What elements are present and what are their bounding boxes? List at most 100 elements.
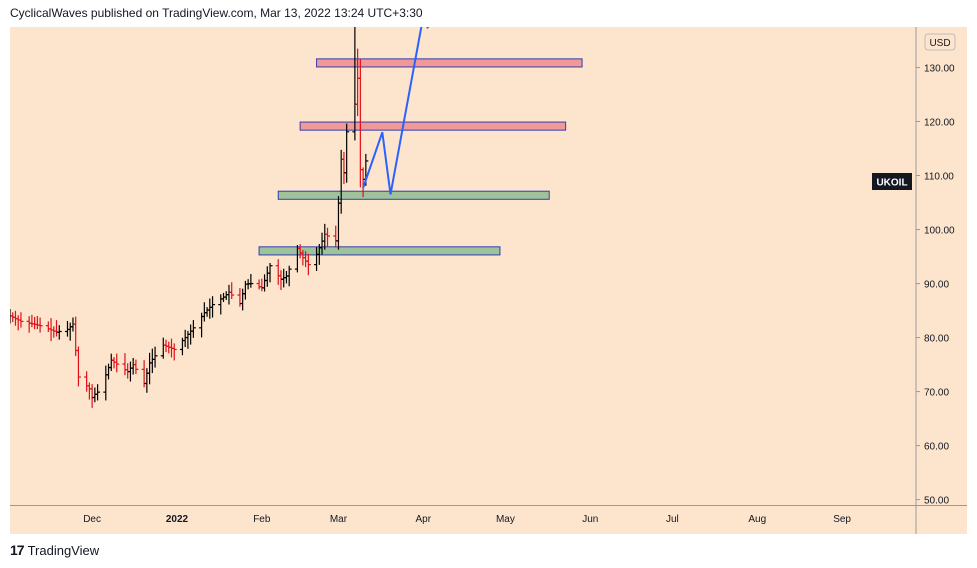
price-bar <box>125 363 131 379</box>
price-bar <box>262 274 268 292</box>
price-bar <box>185 330 191 349</box>
price-bar <box>26 316 32 333</box>
time-tick-label: May <box>496 514 515 525</box>
price-tick-label: 50.00 <box>924 496 949 507</box>
price-bar <box>341 151 347 185</box>
price-bar <box>267 262 273 283</box>
price-bar <box>204 307 210 317</box>
price-bar <box>190 320 196 338</box>
price-bar <box>333 225 339 248</box>
price-bar <box>226 284 232 305</box>
price-bar <box>75 346 81 387</box>
price-bar <box>86 382 92 400</box>
price-bar <box>160 337 166 359</box>
time-axis[interactable]: Dec 2022 Feb Mar Apr May Jun Jul Aug Sep <box>83 514 851 525</box>
time-tick-label: Apr <box>416 514 432 525</box>
time-tick-label: Dec <box>83 514 101 525</box>
price-bar <box>248 274 254 288</box>
time-tick-label: Aug <box>748 514 766 525</box>
time-tick-label: Sep <box>833 514 851 525</box>
price-bar <box>133 359 139 375</box>
chart-panel[interactable] <box>10 27 967 534</box>
price-tick-label: 120.00 <box>924 118 955 129</box>
time-tick-label: Jul <box>666 514 679 525</box>
support-zone <box>277 190 550 200</box>
price-bar <box>15 315 21 331</box>
support-zone <box>258 246 501 256</box>
time-tick-label: 2022 <box>166 514 189 525</box>
price-bar <box>84 371 90 392</box>
price-bar <box>111 357 117 369</box>
price-bar <box>51 326 57 338</box>
symbol-label: UKOIL <box>876 178 907 189</box>
price-bar <box>106 363 112 380</box>
price-bar <box>229 282 235 299</box>
time-tick-label: Mar <box>330 514 348 525</box>
price-bar <box>56 325 62 340</box>
chart-svg[interactable]: 50.00 60.00 70.00 80.00 90.00 100.00 110.00 120… <box>10 27 967 534</box>
price-tick-label: 90.00 <box>924 280 949 291</box>
price-bar <box>147 352 153 385</box>
tradingview-logo-icon[interactable]: 17 <box>10 542 25 558</box>
price-bar <box>322 223 328 250</box>
price-axis[interactable]: 50.00 60.00 70.00 80.00 90.00 100.00 110.00 120… <box>916 64 955 507</box>
footer: 17 TradingView <box>10 542 99 558</box>
price-bar <box>305 253 311 276</box>
currency-badge[interactable]: USD <box>924 33 956 51</box>
projection-path <box>362 27 423 195</box>
price-bar <box>240 288 246 311</box>
price-bar <box>256 279 262 290</box>
price-tick-label: 100.00 <box>924 226 955 237</box>
price-tick-label: 70.00 <box>924 388 949 399</box>
price-bar <box>283 270 289 284</box>
price-tick-label: 60.00 <box>924 442 949 453</box>
price-bar <box>18 312 24 328</box>
price-tick-label: 130.00 <box>924 64 955 75</box>
resistance-zone <box>299 121 567 131</box>
price-bar <box>264 266 270 287</box>
price-bar <box>127 361 133 382</box>
price-bar <box>286 265 292 287</box>
price-bar <box>335 196 341 250</box>
price-bar <box>275 259 281 285</box>
time-tick-label: Feb <box>253 514 271 525</box>
currency-label: USD <box>929 38 950 49</box>
symbol-badge: UKOIL <box>872 173 912 190</box>
zone-layer <box>258 58 583 256</box>
price-bar <box>122 353 128 376</box>
price-bar <box>171 343 177 361</box>
price-bar <box>103 365 109 401</box>
price-bar <box>144 368 150 393</box>
price-bar <box>29 314 35 328</box>
projection-layer <box>362 27 429 195</box>
price-bar <box>149 348 155 374</box>
price-bar <box>152 346 158 368</box>
price-bar <box>210 296 216 318</box>
price-bar <box>92 387 98 403</box>
resistance-zone <box>316 58 583 68</box>
time-tick-label: Jun <box>582 514 598 525</box>
price-bar <box>344 123 350 183</box>
price-bar <box>95 384 101 401</box>
price-bar <box>218 294 224 315</box>
price-bar <box>37 317 43 333</box>
price-bar <box>34 315 40 330</box>
price-bar <box>130 357 136 375</box>
price-bar <box>325 227 331 248</box>
price-bar <box>32 316 38 330</box>
price-bar <box>259 278 265 292</box>
price-bar <box>64 320 70 337</box>
price-bar <box>67 322 73 341</box>
price-bars <box>10 27 369 408</box>
price-bar <box>89 384 95 408</box>
price-bar <box>223 291 229 300</box>
price-tick-label: 80.00 <box>924 334 949 345</box>
price-tick-label: 110.00 <box>924 172 954 183</box>
footer-brand[interactable]: TradingView <box>27 542 100 558</box>
price-bar <box>278 270 284 290</box>
price-bar <box>188 324 194 345</box>
price-bar <box>201 302 207 322</box>
publisher-line: CyclicalWaves published on TradingView.c… <box>10 6 423 20</box>
price-bar <box>45 321 51 333</box>
price-bar <box>54 320 60 337</box>
